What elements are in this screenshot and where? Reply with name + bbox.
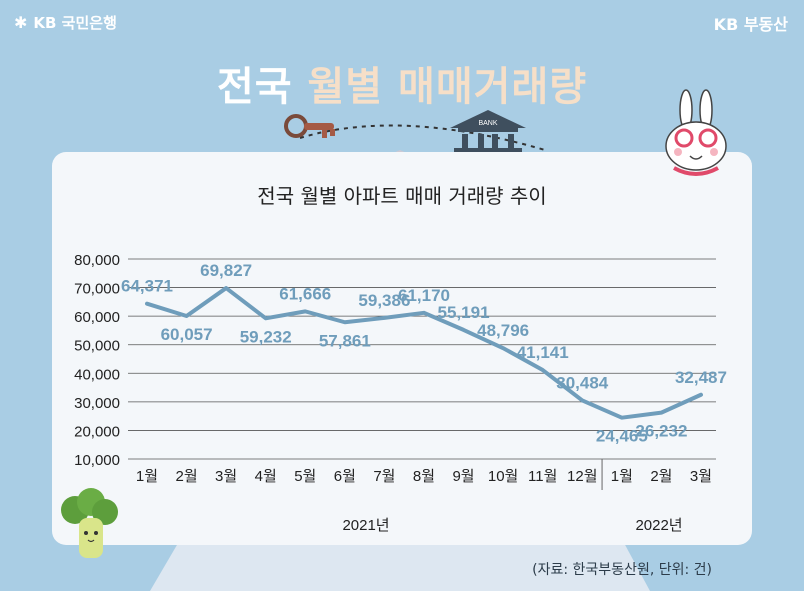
title-rest: 매매거래량 xyxy=(398,64,588,110)
x-tick-label: 5월 xyxy=(294,468,316,485)
data-label: 41,141 xyxy=(517,343,569,362)
svg-text:BANK: BANK xyxy=(478,120,497,127)
x-tick-label: 12월 xyxy=(567,468,598,485)
x-tick-label: 3월 xyxy=(215,468,237,485)
data-label: 57,861 xyxy=(319,331,371,350)
y-tick-label: 50,000 xyxy=(74,338,120,355)
x-tick-label: 11월 xyxy=(528,468,557,485)
x-tick-label: 9월 xyxy=(452,468,474,485)
x-tick-label: 4월 xyxy=(255,468,277,485)
chart-panel xyxy=(52,152,752,545)
data-label: 69,827 xyxy=(200,261,252,280)
data-label: 59,386 xyxy=(358,291,410,310)
data-label: 59,232 xyxy=(240,327,292,346)
page-title: 전국 월별 매매거래량 xyxy=(0,54,804,112)
data-label: 64,371 xyxy=(121,277,173,296)
y-tick-label: 60,000 xyxy=(74,309,120,326)
year-group-label: 2021년 xyxy=(342,517,389,534)
kb-star-icon: ✱ xyxy=(14,13,28,32)
x-tick-label: 6월 xyxy=(334,468,356,485)
data-label: 24,465 xyxy=(596,427,648,446)
x-tick-label: 1월 xyxy=(611,468,633,485)
key-icon xyxy=(284,114,335,138)
x-tick-label: 1월 xyxy=(136,468,158,485)
kb-bank-name: KB 국민은행 xyxy=(33,14,117,32)
x-tick-label: 7월 xyxy=(373,468,395,485)
source-note: (자료: 한국부동산원, 단위: 건) xyxy=(532,562,712,578)
kb-bank-logo: ✱ KB 국민은행 xyxy=(14,12,117,33)
title-accent: 월별 xyxy=(307,64,384,110)
data-label: 48,796 xyxy=(477,321,529,340)
data-label: 61,170 xyxy=(398,286,450,305)
data-label: 55,191 xyxy=(438,303,490,322)
bank-icon: BANK xyxy=(450,110,526,153)
year-group-label: 2022년 xyxy=(635,517,682,534)
series-line xyxy=(145,286,703,420)
y-tick-label: 70,000 xyxy=(74,281,120,298)
data-label: 61,666 xyxy=(279,284,331,303)
x-tick-label: 10월 xyxy=(488,468,519,485)
x-tick-label: 2월 xyxy=(175,468,197,485)
broccoli-mascot-icon xyxy=(61,488,118,558)
kb-realestate-logo: KB 부동산 xyxy=(713,15,788,34)
y-tick-label: 10,000 xyxy=(74,452,120,469)
data-label: 26,232 xyxy=(635,422,687,441)
x-tick-label: 2월 xyxy=(650,468,672,485)
chart-title: 전국 월별 아파트 매매 거래량 추이 xyxy=(257,184,547,208)
data-label: 30,484 xyxy=(556,373,609,392)
x-tick-label: 3월 xyxy=(690,468,712,485)
rabbit-mascot-icon xyxy=(665,89,727,176)
y-tick-label: 40,000 xyxy=(74,366,120,383)
y-tick-label: 30,000 xyxy=(74,395,120,412)
y-tick-label: 20,000 xyxy=(74,423,120,440)
x-tick-label: 8월 xyxy=(413,468,435,485)
title-main: 전국 xyxy=(216,64,293,110)
data-label: 32,487 xyxy=(675,368,727,387)
data-label: 60,057 xyxy=(161,325,213,344)
y-tick-label: 80,000 xyxy=(74,252,120,269)
